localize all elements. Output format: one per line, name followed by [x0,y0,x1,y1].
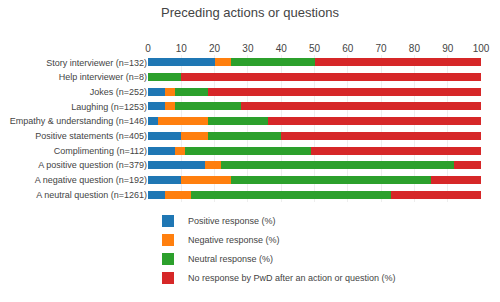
svg-text:A negative question (n=192): A negative question (n=192) [35,175,147,185]
svg-text:40: 40 [276,43,288,54]
svg-text:No response by PwD after an ac: No response by PwD after an action or qu… [188,273,396,283]
svg-text:10: 10 [176,43,188,54]
svg-text:Empathy & understanding (n=146: Empathy & understanding (n=146) [10,116,147,126]
svg-text:A positive question (n=379): A positive question (n=379) [38,160,147,170]
svg-text:Help interviewer (n=8): Help interviewer (n=8) [59,72,147,82]
svg-text:Negative response (%): Negative response (%) [188,235,280,245]
svg-text:70: 70 [376,43,388,54]
svg-text:Complimenting (n=112): Complimenting (n=112) [54,146,147,156]
svg-text:100: 100 [473,43,490,54]
svg-text:50: 50 [309,43,321,54]
svg-text:60: 60 [342,43,354,54]
svg-text:0: 0 [145,43,151,54]
svg-text:30: 30 [242,43,254,54]
svg-text:Story interviewer (n=132): Story interviewer (n=132) [46,58,147,68]
svg-text:Positive response (%): Positive response (%) [188,216,276,226]
svg-text:80: 80 [409,43,421,54]
svg-text:Neutral response (%): Neutral response (%) [188,254,273,264]
svg-text:Laughing (n=1253): Laughing (n=1253) [71,102,147,112]
svg-text:20: 20 [209,43,221,54]
svg-text:Jokes (n=252): Jokes (n=252) [90,87,147,97]
svg-text:Preceding actions or questions: Preceding actions or questions [161,5,339,20]
svg-text:Positive statements (n=405): Positive statements (n=405) [35,131,147,141]
svg-text:90: 90 [442,43,454,54]
svg-text:A neutral question (n=1261): A neutral question (n=1261) [36,190,147,200]
